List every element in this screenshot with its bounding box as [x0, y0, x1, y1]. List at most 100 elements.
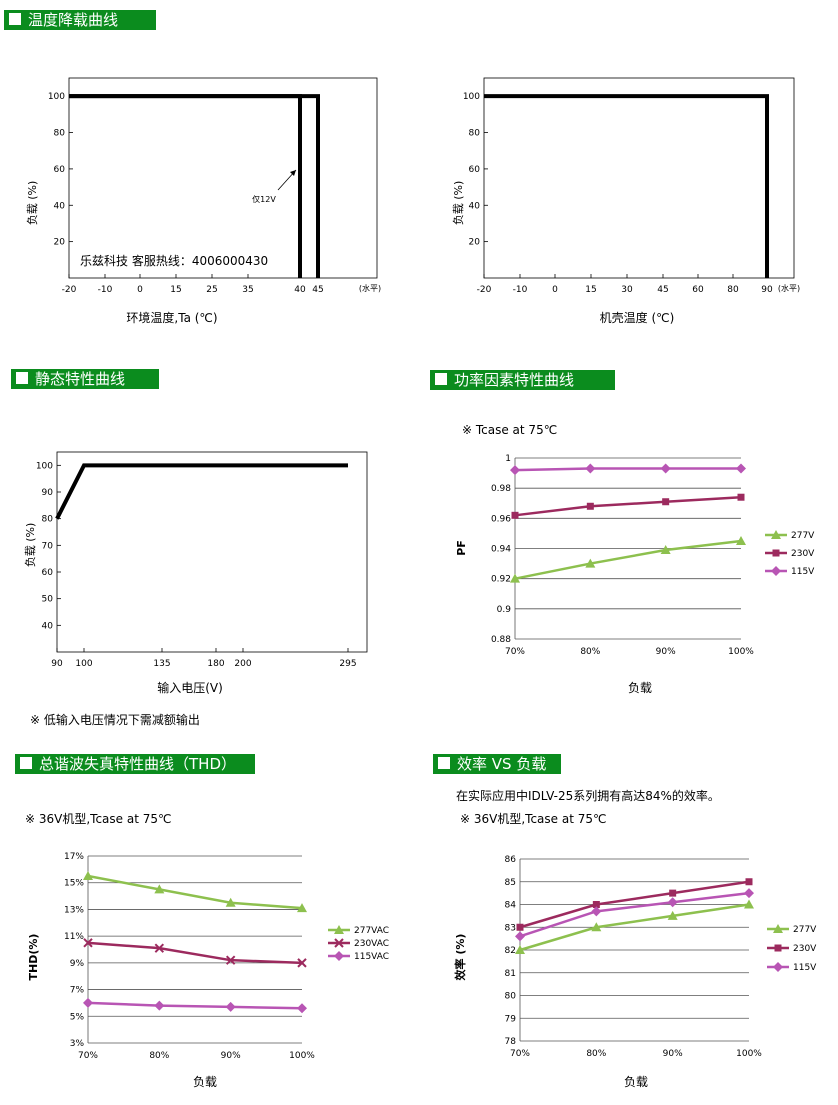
legend-label: 115VAC — [354, 952, 389, 962]
y-tick-label: 17% — [64, 852, 84, 862]
y-tick-label: 81 — [505, 969, 516, 979]
y-tick-label: 0.96 — [491, 514, 511, 524]
section-title: 温度降载曲线 — [28, 11, 119, 29]
y-tick-label: 0.88 — [491, 635, 511, 645]
static-plot-frame — [56, 451, 368, 653]
y-tick-label: 100 — [463, 92, 480, 102]
y-tick-label: 60 — [42, 568, 54, 578]
y-tick-label: 7% — [70, 986, 85, 996]
x-tick-label: 70% — [505, 647, 525, 657]
y-tick-label: 84 — [505, 901, 517, 911]
eff-series-line-0 — [519, 903, 750, 952]
thd-condition-note: ※ 36V机型,Tcase at 75℃ — [25, 812, 172, 826]
thd-series-line-2 — [87, 1001, 303, 1010]
legend-marker — [334, 938, 344, 948]
pf-condition-note: ※ Tcase at 75℃ — [462, 423, 558, 437]
y-tick-label: 70 — [42, 541, 54, 551]
y-tick-label: 1 — [505, 454, 511, 464]
y-tick-label: 79 — [505, 1014, 517, 1024]
y-axis-label: 负载 (%) — [25, 181, 39, 226]
header-square-icon — [16, 372, 28, 384]
thd-data-point — [297, 958, 307, 968]
legend-label: 115V — [791, 567, 815, 577]
legend-marker — [772, 549, 780, 557]
y-tick-label: 83 — [505, 923, 516, 933]
header-square-icon — [20, 757, 32, 769]
pf-series-line-1 — [514, 495, 742, 517]
x-tick-label: 100 — [75, 659, 92, 669]
thd-data-point — [225, 955, 236, 965]
eff-data-point — [744, 899, 754, 909]
legend-marker — [334, 951, 344, 961]
y-tick-label: 0.98 — [491, 484, 511, 494]
thd-data-point — [83, 997, 93, 1008]
x-axis-label: 环境温度,Ta (℃) — [126, 310, 217, 325]
x-tick-label: 90% — [663, 1049, 683, 1059]
x-tick-label: 30 — [621, 285, 633, 295]
y-tick-label: 0.92 — [491, 575, 511, 585]
thd-data-point — [225, 897, 236, 907]
x-tick-label: 60 — [692, 285, 704, 295]
y-tick-label: 60 — [469, 165, 481, 175]
x-tick-label: 25 — [206, 285, 217, 295]
efficiency-condition-note: ※ 36V机型,Tcase at 75℃ — [460, 812, 607, 826]
legend-label: 277V — [793, 925, 817, 935]
x-tick-label: 80% — [580, 647, 600, 657]
y-tick-label: 3% — [70, 1039, 85, 1049]
x-tick-label: 100% — [728, 647, 754, 657]
y-axis-label: 负载 (%) — [23, 523, 37, 568]
legend-marker — [773, 962, 783, 972]
pf-series-line-0 — [514, 539, 742, 580]
legend-marker — [774, 944, 782, 952]
x-tick-label: 200 — [234, 659, 251, 669]
x-tick-label: 90% — [656, 647, 676, 657]
pf-data-point — [585, 558, 596, 568]
x-tick-label: 45 — [657, 285, 668, 295]
thd-data-point — [154, 884, 165, 894]
eff-data-point — [591, 922, 602, 932]
eff-data-point — [515, 945, 525, 954]
derating_case-plot-frame — [483, 77, 795, 279]
y-tick-label: 80 — [54, 129, 66, 139]
y-tick-label: 5% — [70, 1012, 85, 1022]
y-tick-label: 80 — [469, 129, 481, 139]
x-tick-label: 80 — [727, 285, 739, 295]
y-axis-label: 效率 (%) — [453, 934, 467, 981]
thd-data-point — [297, 1003, 307, 1014]
section-title: 总谐波失真特性曲线（THD） — [39, 755, 236, 773]
y-tick-label: 15% — [64, 879, 84, 889]
pf-data-point — [585, 463, 596, 474]
y-tick-label: 85 — [505, 878, 516, 888]
x-tick-label: 90% — [221, 1051, 241, 1061]
y-tick-label: 78 — [505, 1037, 517, 1047]
x-tick-label: 100% — [289, 1051, 315, 1061]
x-tick-label: 70% — [78, 1051, 98, 1061]
y-tick-label: 100 — [36, 461, 53, 471]
y-tick-label: 0.94 — [491, 545, 511, 555]
y-tick-label: 0.9 — [497, 605, 512, 615]
y-tick-label: 90 — [42, 488, 54, 498]
pf-data-point — [511, 511, 519, 519]
y-tick-label: 13% — [64, 905, 84, 915]
x-tick-label: 90 — [51, 659, 63, 669]
static-series-line-0 — [55, 463, 348, 520]
x-tick-label: -10 — [98, 285, 113, 295]
thd-series-line-0 — [87, 874, 303, 910]
y-tick-label: 11% — [64, 932, 84, 942]
eff-data-point — [667, 910, 678, 920]
pf-data-point — [586, 502, 594, 510]
legend-label: 230V — [791, 549, 815, 559]
legend-marker — [773, 924, 783, 933]
derating_ambient-series-line-0 — [69, 94, 302, 278]
legend-label: 230V — [793, 944, 817, 954]
eff-series-line-1 — [519, 880, 750, 929]
x-tick-label: 70% — [510, 1049, 530, 1059]
x-tick-label: 295 — [339, 659, 356, 669]
header-square-icon — [435, 373, 447, 385]
y-tick-label: 86 — [505, 855, 517, 865]
legend-marker — [334, 925, 344, 934]
y-tick-label: 60 — [54, 165, 66, 175]
eff-data-point — [515, 931, 525, 942]
eff-data-point — [744, 888, 754, 899]
